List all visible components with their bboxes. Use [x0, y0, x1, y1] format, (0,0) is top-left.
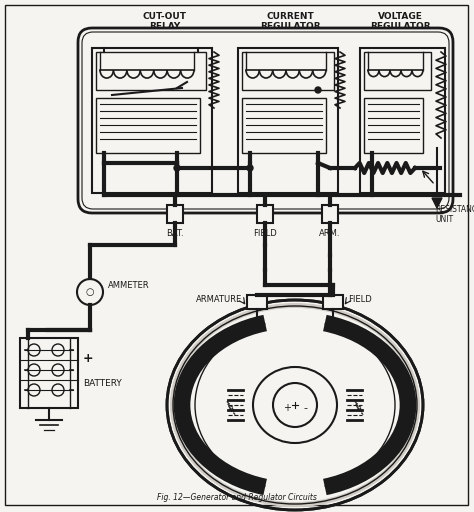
- Bar: [323, 295, 343, 309]
- Circle shape: [174, 165, 180, 171]
- Bar: [242, 98, 326, 153]
- Bar: [238, 48, 338, 193]
- Text: FIELD: FIELD: [253, 229, 277, 238]
- Bar: [247, 295, 267, 309]
- Text: CURRENT
REGULATOR: CURRENT REGULATOR: [260, 12, 320, 31]
- Bar: [257, 205, 273, 223]
- Text: VOLTAGE
REGULATOR: VOLTAGE REGULATOR: [370, 12, 430, 31]
- Bar: [96, 98, 200, 153]
- Circle shape: [247, 165, 253, 171]
- Text: BATTERY: BATTERY: [83, 378, 122, 388]
- Bar: [92, 48, 212, 193]
- Bar: [167, 205, 183, 223]
- Text: ○: ○: [86, 287, 94, 297]
- Bar: [364, 52, 431, 90]
- Text: CUT-OUT
RELAY: CUT-OUT RELAY: [143, 12, 187, 31]
- Text: -: -: [303, 403, 307, 413]
- Text: RESISTANCE
UNIT: RESISTANCE UNIT: [435, 205, 474, 224]
- Polygon shape: [432, 198, 442, 208]
- Text: AMMETER: AMMETER: [108, 282, 150, 290]
- Text: ARM.: ARM.: [319, 229, 341, 238]
- Text: BAT.: BAT.: [166, 229, 184, 238]
- Text: ARMATURE: ARMATURE: [196, 295, 242, 305]
- Circle shape: [315, 87, 321, 93]
- Bar: [20, 338, 78, 408]
- Text: +: +: [283, 403, 291, 413]
- Bar: [322, 205, 338, 223]
- Text: +: +: [83, 352, 94, 365]
- Bar: [96, 52, 206, 90]
- Ellipse shape: [170, 303, 420, 507]
- Bar: [360, 48, 445, 193]
- Bar: [242, 52, 334, 90]
- Text: FIELD: FIELD: [348, 295, 372, 305]
- Ellipse shape: [175, 308, 415, 502]
- Bar: [364, 98, 423, 153]
- Text: Fig. 12—Generator and Regulator Circuits: Fig. 12—Generator and Regulator Circuits: [157, 493, 317, 502]
